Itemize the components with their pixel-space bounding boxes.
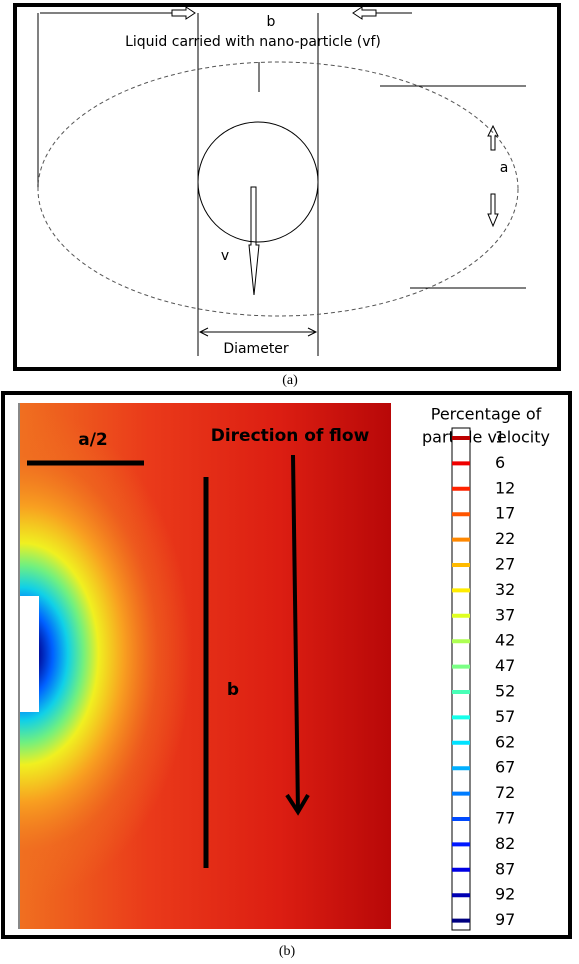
arrow — [487, 193, 499, 228]
legend-label: 32 — [495, 580, 515, 599]
label: b — [227, 680, 239, 700]
legend: 1 6 12 17 22 27 32 37 42 47 52 57 62 67 72 77 82 87 92 97 — [452, 428, 515, 929]
colorbar — [451, 427, 471, 931]
label: v — [221, 248, 229, 264]
label: Direction of flow — [211, 426, 370, 446]
legend-label: 82 — [495, 834, 515, 853]
label: a — [500, 160, 509, 176]
caption: (a) — [282, 373, 298, 388]
label: Liquid carried with nano-particle (vf) — [125, 34, 381, 50]
legend-label: 1 — [495, 428, 505, 447]
legend-label: 22 — [495, 529, 515, 548]
notch — [18, 596, 39, 712]
frame — [13, 3, 561, 371]
arrowheads — [198, 327, 318, 337]
particle — [197, 121, 319, 243]
legend-label: 47 — [495, 656, 515, 675]
legend-label: 37 — [495, 605, 515, 624]
legend-label: 92 — [495, 885, 515, 904]
arrow — [487, 124, 499, 151]
legend-label: 97 — [495, 910, 515, 929]
legend-label: 77 — [495, 809, 515, 828]
legend-label: 12 — [495, 478, 515, 497]
legend-label: 6 — [495, 453, 505, 472]
legend-label: 67 — [495, 758, 515, 777]
legend-label: 57 — [495, 707, 515, 726]
arrow — [248, 186, 260, 296]
arrow — [352, 6, 377, 20]
flow-arrow — [291, 454, 300, 813]
panel-a — [13, 3, 561, 371]
arrowhead — [285, 793, 310, 816]
legend-label: 72 — [495, 783, 515, 802]
label: Diameter — [223, 341, 289, 357]
legend-label: 62 — [495, 732, 515, 751]
caption: (b) — [279, 944, 296, 959]
frame — [1, 391, 572, 939]
ellipse — [37, 61, 519, 317]
legend-label: 17 — [495, 504, 515, 523]
label: b — [267, 14, 276, 30]
label: a/2 — [78, 430, 108, 450]
arrow — [171, 6, 196, 20]
legend-label: 42 — [495, 631, 515, 650]
legend-label: 52 — [495, 682, 515, 701]
legend-label: 27 — [495, 555, 515, 574]
legend-title: Percentage of — [431, 405, 542, 424]
legend-title: particle velocity — [422, 428, 550, 447]
legend-label: 87 — [495, 859, 515, 878]
